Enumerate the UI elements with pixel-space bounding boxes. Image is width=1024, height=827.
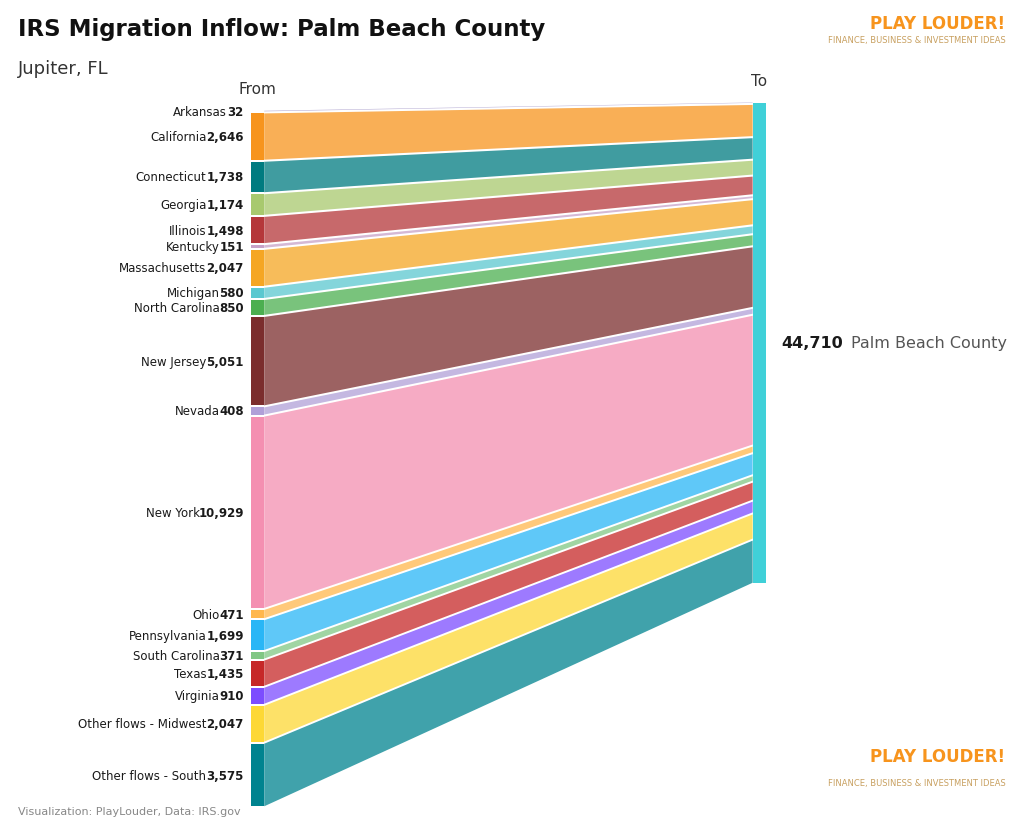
Text: 151: 151 bbox=[219, 241, 244, 254]
Polygon shape bbox=[264, 197, 753, 249]
Text: Other flows - South: Other flows - South bbox=[92, 768, 206, 782]
Text: 371: 371 bbox=[219, 649, 244, 662]
Text: 2,047: 2,047 bbox=[207, 717, 244, 730]
Text: PLAY LOUDER!: PLAY LOUDER! bbox=[870, 747, 1006, 765]
Text: Illinois: Illinois bbox=[169, 224, 206, 237]
Text: 5,051: 5,051 bbox=[207, 356, 244, 368]
Text: New Jersey: New Jersey bbox=[141, 356, 206, 368]
Text: Texas: Texas bbox=[174, 667, 206, 680]
Text: Palm Beach County: Palm Beach County bbox=[851, 336, 1007, 351]
Text: 44,710: 44,710 bbox=[781, 336, 843, 351]
Text: 850: 850 bbox=[219, 302, 244, 314]
Polygon shape bbox=[264, 248, 753, 406]
Polygon shape bbox=[264, 227, 753, 299]
Text: 3,575: 3,575 bbox=[207, 768, 244, 782]
Text: From: From bbox=[239, 82, 276, 97]
Polygon shape bbox=[264, 502, 753, 704]
Text: California: California bbox=[150, 131, 206, 144]
Text: Visualization: PlayLouder, Data: IRS.gov: Visualization: PlayLouder, Data: IRS.gov bbox=[18, 806, 241, 816]
Text: To: To bbox=[752, 74, 767, 88]
Text: FINANCE, BUSINESS & INVESTMENT IDEAS: FINANCE, BUSINESS & INVESTMENT IDEAS bbox=[827, 36, 1006, 45]
Polygon shape bbox=[264, 476, 753, 659]
Text: 2,047: 2,047 bbox=[207, 262, 244, 275]
Polygon shape bbox=[264, 515, 753, 742]
Polygon shape bbox=[264, 447, 753, 619]
Text: Georgia: Georgia bbox=[160, 198, 206, 212]
Text: 10,929: 10,929 bbox=[199, 506, 244, 519]
Text: PLAY LOUDER!: PLAY LOUDER! bbox=[870, 15, 1006, 33]
Text: South Carolina: South Carolina bbox=[133, 649, 219, 662]
Polygon shape bbox=[264, 309, 753, 415]
Polygon shape bbox=[264, 161, 753, 216]
Text: Connecticut: Connecticut bbox=[135, 171, 206, 184]
Text: Virginia: Virginia bbox=[175, 690, 219, 702]
Text: 471: 471 bbox=[219, 608, 244, 621]
Text: Michigan: Michigan bbox=[167, 287, 219, 300]
Polygon shape bbox=[264, 236, 753, 316]
Text: 580: 580 bbox=[219, 287, 244, 300]
Polygon shape bbox=[264, 455, 753, 650]
Text: Other flows - Midwest: Other flows - Midwest bbox=[78, 717, 206, 730]
Polygon shape bbox=[264, 483, 753, 686]
Polygon shape bbox=[264, 106, 753, 160]
Polygon shape bbox=[264, 201, 753, 286]
Text: Jupiter, FL: Jupiter, FL bbox=[18, 60, 110, 78]
Text: Pennsylvania: Pennsylvania bbox=[129, 629, 206, 642]
Text: New York: New York bbox=[145, 506, 200, 519]
Polygon shape bbox=[264, 103, 753, 112]
Text: IRS Migration Inflow: Palm Beach County: IRS Migration Inflow: Palm Beach County bbox=[18, 18, 546, 41]
Text: 1,738: 1,738 bbox=[207, 171, 244, 184]
Polygon shape bbox=[264, 317, 753, 608]
Text: 1,699: 1,699 bbox=[206, 629, 244, 642]
Text: 1,435: 1,435 bbox=[207, 667, 244, 680]
Text: 1,174: 1,174 bbox=[207, 198, 244, 212]
Text: 408: 408 bbox=[219, 405, 244, 418]
Polygon shape bbox=[264, 139, 753, 193]
Text: North Carolina: North Carolina bbox=[134, 302, 219, 314]
Polygon shape bbox=[264, 541, 753, 806]
Text: 2,646: 2,646 bbox=[206, 131, 244, 144]
Text: Ohio: Ohio bbox=[193, 608, 219, 621]
Polygon shape bbox=[264, 178, 753, 244]
Text: Kentucky: Kentucky bbox=[166, 241, 219, 254]
Text: 1,498: 1,498 bbox=[206, 224, 244, 237]
Text: 910: 910 bbox=[219, 690, 244, 702]
Text: Arkansas: Arkansas bbox=[172, 105, 226, 118]
Text: Nevada: Nevada bbox=[175, 405, 219, 418]
Text: 32: 32 bbox=[227, 105, 244, 118]
Text: FINANCE, BUSINESS & INVESTMENT IDEAS: FINANCE, BUSINESS & INVESTMENT IDEAS bbox=[827, 778, 1006, 787]
Text: Massachusetts: Massachusetts bbox=[119, 262, 206, 275]
